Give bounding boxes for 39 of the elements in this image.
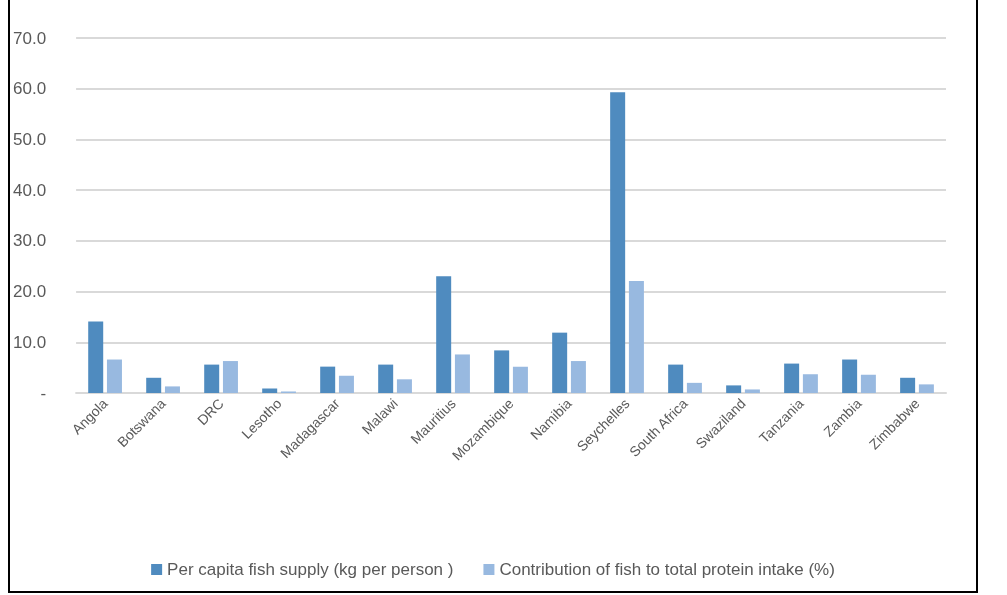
bar bbox=[378, 364, 394, 393]
y-tick-label: 70.0 bbox=[12, 28, 47, 48]
bar bbox=[262, 388, 278, 393]
bar bbox=[88, 321, 104, 393]
bar bbox=[842, 359, 858, 393]
bar bbox=[610, 92, 626, 393]
bar bbox=[744, 389, 760, 393]
bar bbox=[204, 364, 220, 393]
y-tick-label: 60.0 bbox=[12, 79, 47, 99]
bar bbox=[726, 385, 742, 393]
bar bbox=[860, 374, 876, 393]
bar bbox=[686, 382, 702, 393]
y-tick-label: 40.0 bbox=[12, 180, 47, 200]
y-tick-label: 50.0 bbox=[12, 129, 47, 149]
bar bbox=[436, 276, 452, 393]
legend-label: Contribution of fish to total protein intake (%) bbox=[499, 560, 835, 579]
y-tick-label: 20.0 bbox=[12, 282, 47, 302]
y-tick-label: 30.0 bbox=[12, 231, 47, 251]
bar bbox=[570, 361, 586, 393]
bar bbox=[320, 366, 336, 393]
bar bbox=[552, 332, 568, 393]
bar bbox=[628, 280, 644, 393]
bar bbox=[900, 377, 916, 393]
bar bbox=[494, 350, 510, 393]
bar bbox=[222, 361, 238, 393]
bar bbox=[146, 377, 162, 393]
bar bbox=[512, 366, 528, 393]
bar bbox=[338, 375, 354, 393]
bar bbox=[918, 384, 934, 393]
bar bbox=[106, 359, 122, 393]
bar bbox=[396, 379, 412, 393]
bar bbox=[784, 363, 800, 393]
y-tick-label: 10.0 bbox=[12, 332, 47, 352]
bar bbox=[454, 354, 470, 393]
bar bbox=[802, 374, 818, 393]
bar bbox=[164, 386, 180, 393]
bar bbox=[668, 364, 684, 393]
y-tick-label: - bbox=[40, 383, 47, 403]
legend-label: Per capita fish supply (kg per person ) bbox=[167, 560, 454, 579]
